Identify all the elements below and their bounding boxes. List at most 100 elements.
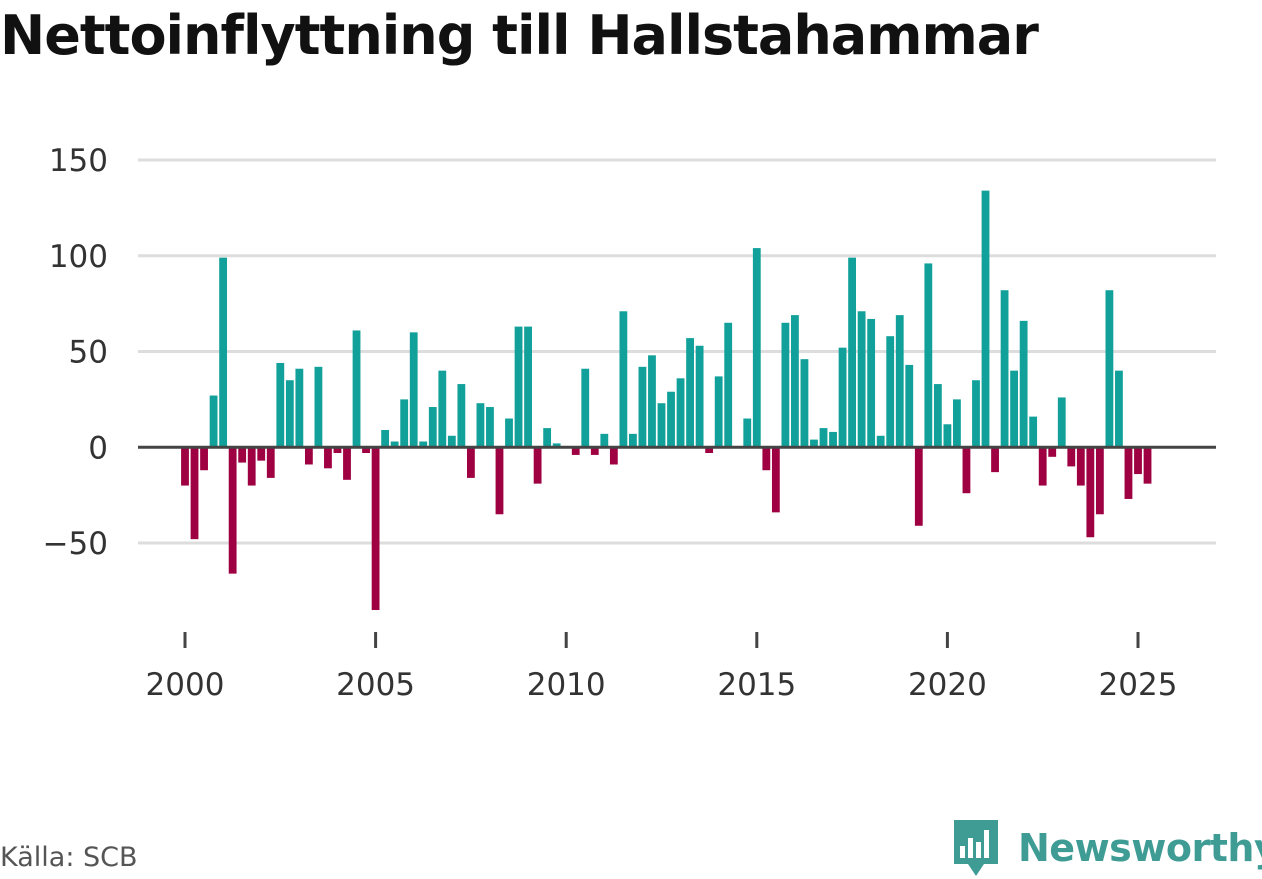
bar-2021-q1 bbox=[981, 190, 990, 448]
bar-2023-q1 bbox=[1057, 397, 1066, 448]
bar-2006-q4 bbox=[438, 370, 447, 448]
bar-2000-q4 bbox=[209, 395, 218, 448]
bar-2007-q2 bbox=[457, 384, 466, 448]
bar-2008-q4 bbox=[514, 326, 523, 448]
bar-2021-q2 bbox=[991, 447, 999, 473]
y-axis: 150 100 50 0 −50 bbox=[43, 143, 108, 562]
bar-2008-q1 bbox=[486, 407, 494, 448]
bar-2012-q3 bbox=[657, 403, 666, 448]
bar-2001-q1 bbox=[219, 257, 228, 448]
bar-2002-q2 bbox=[266, 447, 275, 478]
bar-2017-q2 bbox=[838, 347, 847, 448]
bar-2025-q1 bbox=[1134, 447, 1142, 475]
bar-2011-q3 bbox=[619, 311, 628, 448]
bar-2013-q2 bbox=[686, 338, 694, 448]
x-tick-label: 2025 bbox=[1099, 667, 1178, 703]
bar-2005-q1 bbox=[371, 447, 380, 611]
chart-title: Nettoinflyttning till Hallstahammar bbox=[0, 4, 1039, 67]
bar-2025-q2 bbox=[1143, 447, 1152, 484]
bar-2009-q2 bbox=[533, 447, 542, 484]
bar-2018-q2 bbox=[876, 435, 885, 448]
bar-2017-q4 bbox=[857, 311, 866, 448]
x-tick-label: 2020 bbox=[908, 667, 987, 703]
bar-2020-q3 bbox=[962, 447, 971, 494]
bar-2012-q1 bbox=[638, 366, 647, 448]
bar-2013-q4 bbox=[705, 447, 714, 453]
bar-2013-q3 bbox=[695, 345, 704, 448]
bar-2008-q2 bbox=[495, 447, 504, 515]
bar-2023-q3 bbox=[1076, 447, 1085, 486]
bar-2003-q3 bbox=[314, 366, 323, 448]
bar-2022-q1 bbox=[1019, 320, 1028, 448]
bar-2007-q3 bbox=[466, 447, 475, 478]
bar-2020-q4 bbox=[972, 380, 980, 448]
bar-2010-q2 bbox=[571, 447, 580, 455]
bar-2002-q4 bbox=[285, 380, 294, 448]
bar-2018-q1 bbox=[867, 318, 876, 448]
brand-logo: Newsworthy bbox=[950, 818, 1262, 878]
bar-2006-q1 bbox=[409, 332, 418, 448]
bar-2017-q3 bbox=[848, 257, 856, 448]
bar-2016-q3 bbox=[810, 439, 818, 448]
bar-2024-q1 bbox=[1095, 447, 1104, 515]
bar-2000-q2 bbox=[190, 447, 199, 540]
bar-2011-q2 bbox=[609, 447, 618, 465]
source-note: Källa: SCB bbox=[0, 842, 138, 873]
bar-2019-q4 bbox=[933, 384, 942, 448]
bar-2015-q4 bbox=[781, 322, 790, 448]
bar-2009-q4 bbox=[552, 443, 561, 448]
x-tick-label: 2000 bbox=[146, 667, 225, 703]
bar-2017-q1 bbox=[829, 431, 837, 448]
bar-2023-q4 bbox=[1086, 447, 1095, 538]
bar-2024-q3 bbox=[1115, 370, 1123, 448]
bar-2006-q3 bbox=[428, 407, 437, 448]
bar-2001-q2 bbox=[228, 447, 237, 574]
brand-name: Newsworthy bbox=[1018, 826, 1262, 870]
bar-2002-q1 bbox=[257, 447, 266, 461]
bar-2004-q3 bbox=[352, 330, 361, 448]
bar-2010-q3 bbox=[581, 368, 590, 448]
bar-2008-q3 bbox=[505, 418, 513, 448]
bar-2020-q1 bbox=[943, 424, 952, 448]
bar-2007-q4 bbox=[476, 403, 485, 448]
bar-2022-q4 bbox=[1048, 447, 1057, 457]
bar-2003-q1 bbox=[295, 368, 304, 448]
bar-2018-q3 bbox=[886, 336, 895, 448]
bar-2021-q3 bbox=[1000, 290, 1009, 448]
y-tick-label: −50 bbox=[43, 526, 108, 562]
bar-2001-q4 bbox=[247, 447, 256, 486]
bar-2004-q1 bbox=[333, 447, 342, 453]
bar-2015-q1 bbox=[752, 248, 761, 448]
bar-2010-q4 bbox=[590, 447, 599, 455]
bar-2014-q1 bbox=[714, 376, 723, 448]
bar-2022-q3 bbox=[1038, 447, 1047, 486]
bar-2019-q2 bbox=[914, 447, 923, 526]
bar-2003-q2 bbox=[304, 447, 313, 465]
bar-2019-q3 bbox=[924, 263, 933, 448]
y-tick-label: 0 bbox=[88, 430, 108, 466]
bar-2015-q2 bbox=[762, 447, 771, 471]
bar-2011-q4 bbox=[629, 433, 637, 448]
bar-2009-q1 bbox=[524, 326, 532, 448]
bar-2014-q2 bbox=[724, 322, 733, 448]
bar-2004-q4 bbox=[362, 447, 370, 453]
bar-2023-q2 bbox=[1067, 447, 1076, 467]
bar-2003-q4 bbox=[324, 447, 332, 469]
x-tick-label: 2015 bbox=[717, 667, 796, 703]
x-tick-label: 2005 bbox=[336, 667, 415, 703]
bar-2015-q3 bbox=[771, 447, 780, 513]
bar-2001-q3 bbox=[238, 447, 247, 463]
bar-2007-q1 bbox=[447, 435, 456, 448]
bar-2009-q3 bbox=[543, 428, 552, 448]
bar-2016-q2 bbox=[800, 359, 809, 448]
x-tick-label: 2010 bbox=[527, 667, 606, 703]
bar-2018-q4 bbox=[895, 315, 904, 448]
bar-2005-q3 bbox=[390, 441, 399, 448]
bar-2011-q1 bbox=[600, 433, 609, 448]
x-axis: 2000 2005 2010 2015 2020 2025 bbox=[146, 632, 1178, 703]
bar-2000-q1 bbox=[181, 447, 189, 486]
bar-2013-q1 bbox=[676, 378, 685, 448]
bar-2021-q4 bbox=[1010, 370, 1019, 448]
bar-2012-q4 bbox=[667, 391, 675, 448]
bar-2006-q2 bbox=[419, 441, 428, 448]
